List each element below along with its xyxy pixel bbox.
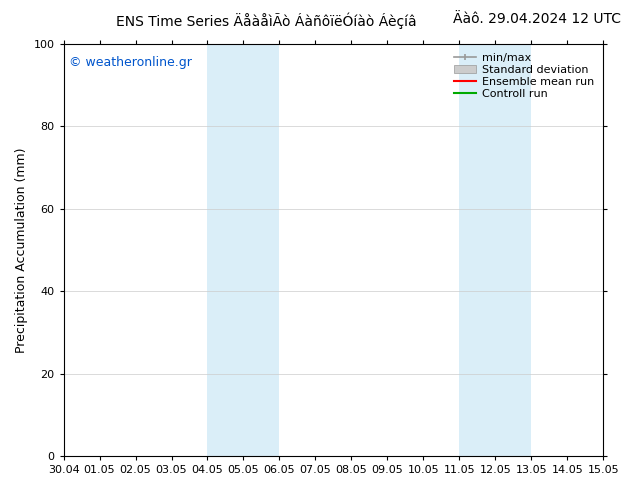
Bar <box>207 44 280 456</box>
Bar <box>459 44 531 456</box>
Legend: min/max, Standard deviation, Ensemble mean run, Controll run: min/max, Standard deviation, Ensemble me… <box>451 49 598 102</box>
Y-axis label: Precipitation Accumulation (mm): Precipitation Accumulation (mm) <box>15 147 28 353</box>
Text: © weatheronline.gr: © weatheronline.gr <box>69 56 192 69</box>
Text: Äàô. 29.04.2024 12 UTC: Äàô. 29.04.2024 12 UTC <box>453 12 621 26</box>
Text: ENS Time Series ÄåàåìÃò ÁàñôïëÓíàò Áèçíâ: ENS Time Series ÄåàåìÃò ÁàñôïëÓíàò Áèçíâ <box>116 12 417 29</box>
